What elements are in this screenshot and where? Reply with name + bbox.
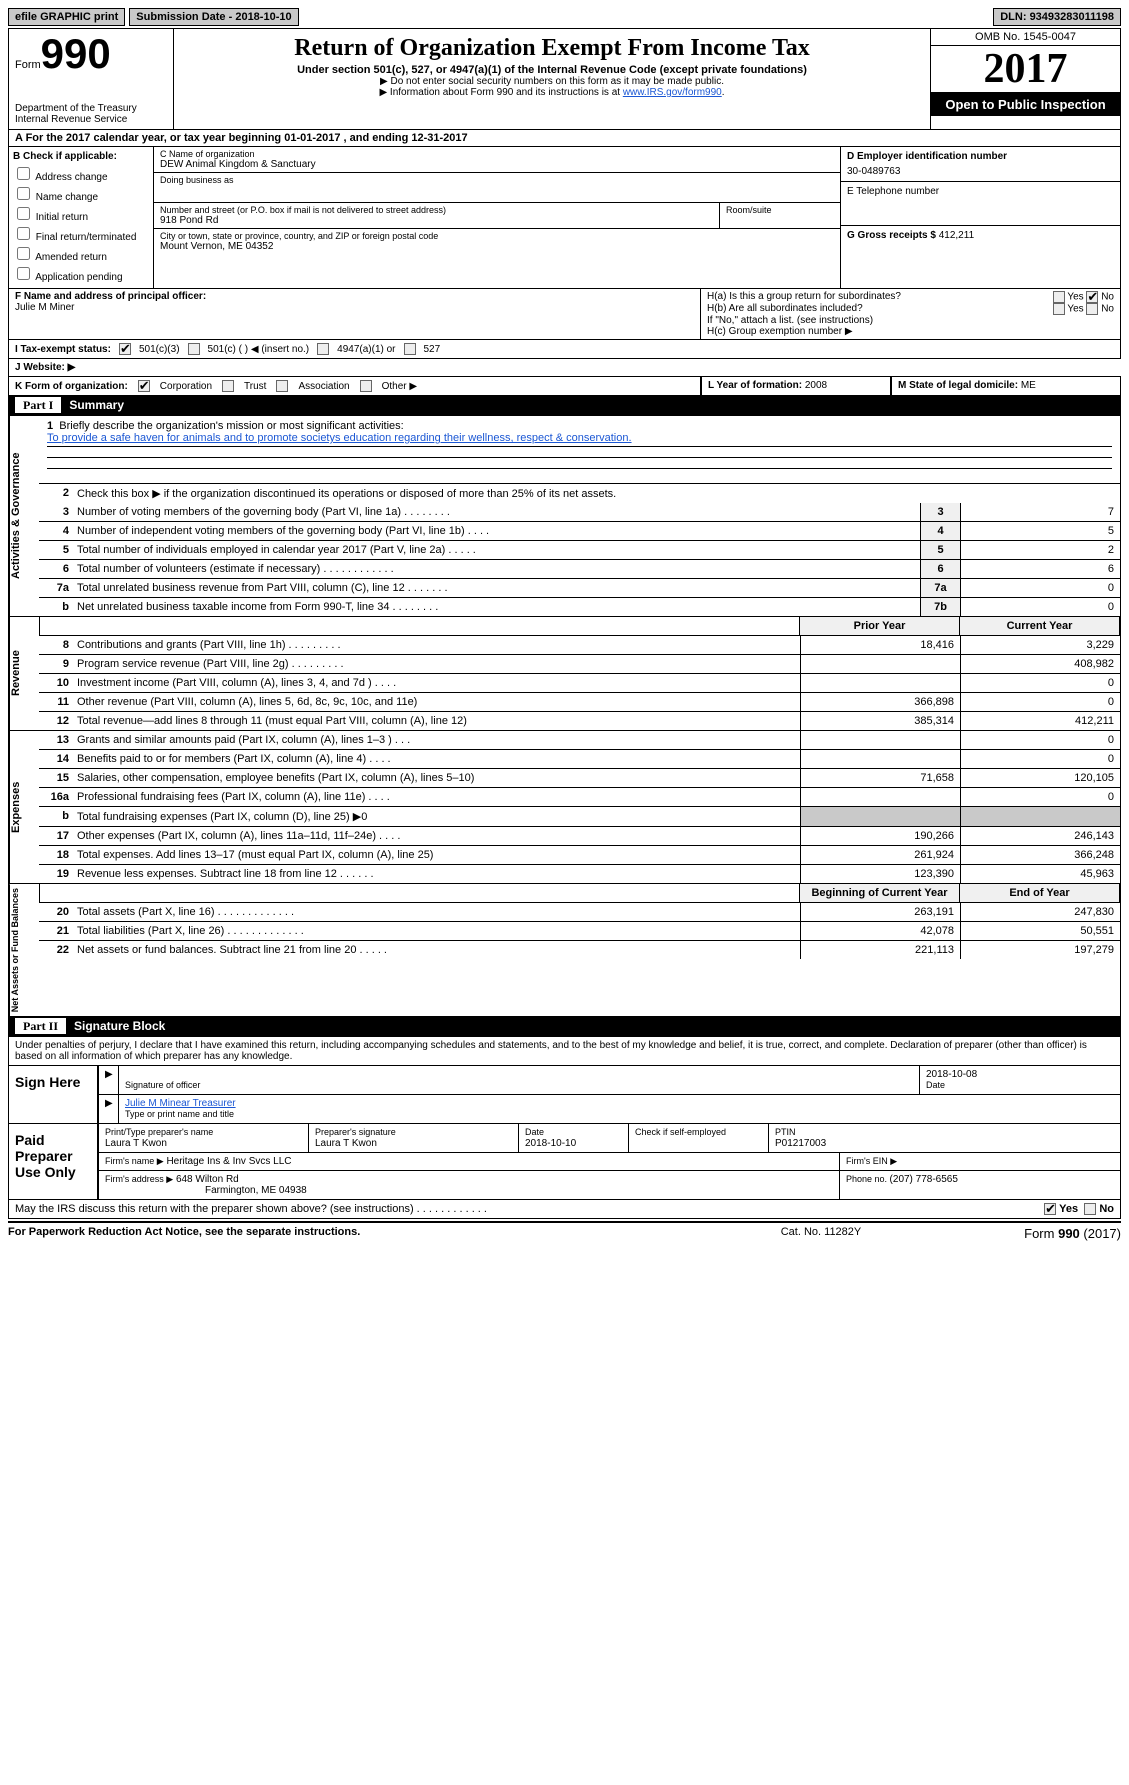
data-line: 22Net assets or fund balances. Subtract …	[39, 940, 1120, 959]
header-right: OMB No. 1545-0047 2017 Open to Public In…	[930, 29, 1120, 129]
part2-header: Part IISignature Block	[8, 1017, 1121, 1037]
col-de: D Employer identification number 30-0489…	[840, 147, 1120, 288]
data-line: 15Salaries, other compensation, employee…	[39, 768, 1120, 787]
k-trust[interactable]	[222, 380, 234, 392]
discuss-yes[interactable]	[1044, 1203, 1056, 1215]
data-line: 20Total assets (Part X, line 16) . . . .…	[39, 903, 1120, 921]
efile-badge: efile GRAPHIC print	[8, 8, 125, 26]
gov-line: 4Number of independent voting members of…	[39, 521, 1120, 540]
submission-date: Submission Date - 2018-10-10	[129, 8, 298, 26]
section-netassets: Net Assets or Fund Balances Beginning of…	[8, 884, 1121, 1017]
top-bar: efile GRAPHIC print Submission Date - 20…	[8, 8, 1121, 26]
i-527[interactable]	[404, 343, 416, 355]
i-501c[interactable]	[188, 343, 200, 355]
org-name: DEW Animal Kingdom & Sanctuary	[160, 159, 834, 170]
bottom-bar: For Paperwork Reduction Act Notice, see …	[8, 1221, 1121, 1244]
data-line: 17Other expenses (Part IX, column (A), l…	[39, 826, 1120, 845]
gov-line: 7aTotal unrelated business revenue from …	[39, 578, 1120, 597]
part1-header: Part ISummary	[8, 396, 1121, 416]
row-i: I Tax-exempt status: 501(c)(3) 501(c) ( …	[8, 340, 1121, 359]
data-line: bTotal fundraising expenses (Part IX, co…	[39, 806, 1120, 826]
gov-line: 5Total number of individuals employed in…	[39, 540, 1120, 559]
mission-text: To provide a safe haven for animals and …	[47, 432, 1112, 447]
form-header: Form990 Department of the Treasury Inter…	[8, 28, 1121, 130]
irs-link[interactable]: www.IRS.gov/form990	[623, 87, 722, 98]
row-klm: K Form of organization: Corporation Trus…	[8, 377, 1121, 396]
signature-block: Under penalties of perjury, I declare th…	[8, 1037, 1121, 1200]
data-line: 11Other revenue (Part VIII, column (A), …	[39, 692, 1120, 711]
street: 918 Pond Rd	[160, 215, 713, 226]
data-line: 10Investment income (Part VIII, column (…	[39, 673, 1120, 692]
data-line: 18Total expenses. Add lines 13–17 (must …	[39, 845, 1120, 864]
data-line: 12Total revenue—add lines 8 through 11 (…	[39, 711, 1120, 730]
gov-line: 6Total number of volunteers (estimate if…	[39, 559, 1120, 578]
col-b: B Check if applicable: Address change Na…	[9, 147, 154, 288]
row-fh: F Name and address of principal officer:…	[8, 289, 1121, 340]
hb-yes[interactable]	[1053, 303, 1065, 315]
principal-officer: Julie M Miner	[15, 302, 74, 313]
form-title: Return of Organization Exempt From Incom…	[182, 35, 922, 62]
ein: 30-0489763	[847, 166, 1114, 177]
data-line: 19Revenue less expenses. Subtract line 1…	[39, 864, 1120, 883]
discuss-no[interactable]	[1084, 1203, 1096, 1215]
dln: DLN: 93493283011198	[993, 8, 1121, 26]
data-line: 14Benefits paid to or for members (Part …	[39, 749, 1120, 768]
data-line: 16aProfessional fundraising fees (Part I…	[39, 787, 1120, 806]
i-501c3[interactable]	[119, 343, 131, 355]
chk-pending[interactable]: Application pending	[13, 264, 149, 283]
hb-no[interactable]	[1086, 303, 1098, 315]
ha-no[interactable]	[1086, 291, 1098, 303]
chk-name[interactable]: Name change	[13, 184, 149, 203]
col-c: C Name of organization DEW Animal Kingdo…	[154, 147, 840, 288]
city: Mount Vernon, ME 04352	[160, 241, 834, 252]
row-j: J Website: ▶	[8, 359, 1121, 377]
i-4947[interactable]	[317, 343, 329, 355]
header-mid: Return of Organization Exempt From Incom…	[174, 29, 930, 129]
chk-final[interactable]: Final return/terminated	[13, 224, 149, 243]
row-a: A For the 2017 calendar year, or tax yea…	[8, 130, 1121, 147]
gross-receipts: 412,211	[939, 230, 974, 241]
header-left: Form990 Department of the Treasury Inter…	[9, 29, 174, 129]
omb-number: OMB No. 1545-0047	[931, 29, 1120, 46]
block-bcde: B Check if applicable: Address change Na…	[8, 147, 1121, 289]
data-line: 9Program service revenue (Part VIII, lin…	[39, 654, 1120, 673]
k-assoc[interactable]	[276, 380, 288, 392]
open-public: Open to Public Inspection	[931, 93, 1120, 116]
gov-line: 3Number of voting members of the governi…	[39, 503, 1120, 521]
section-revenue: Revenue Prior Year Current Year 8Contrib…	[8, 617, 1121, 731]
tax-year: 2017	[931, 46, 1120, 93]
data-line: 21Total liabilities (Part X, line 26) . …	[39, 921, 1120, 940]
chk-amended[interactable]: Amended return	[13, 244, 149, 263]
discuss-row: May the IRS discuss this return with the…	[8, 1200, 1121, 1219]
data-line: 8Contributions and grants (Part VIII, li…	[39, 636, 1120, 654]
gov-line: bNet unrelated business taxable income f…	[39, 597, 1120, 616]
chk-initial[interactable]: Initial return	[13, 204, 149, 223]
k-corp[interactable]	[138, 380, 150, 392]
k-other[interactable]	[360, 380, 372, 392]
section-governance: Activities & Governance 1 Briefly descri…	[8, 416, 1121, 617]
ha-yes[interactable]	[1053, 291, 1065, 303]
chk-address[interactable]: Address change	[13, 164, 149, 183]
section-expenses: Expenses 13Grants and similar amounts pa…	[8, 731, 1121, 884]
data-line: 13Grants and similar amounts paid (Part …	[39, 731, 1120, 749]
